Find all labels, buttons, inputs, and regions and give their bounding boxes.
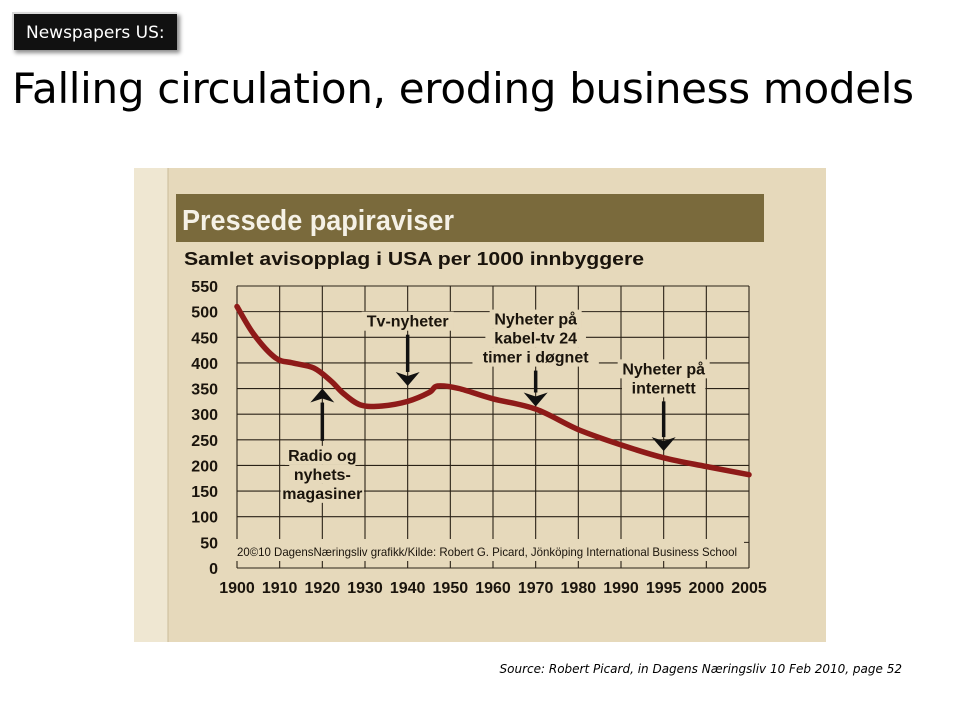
section-tag: Newspapers US: [12,12,177,50]
y-tick-label: 150 [191,484,218,501]
x-tick-label: 1920 [305,580,341,597]
x-tick-label: 1960 [475,580,511,597]
annotation-label: Tv-nyheter [367,314,449,331]
annotation-label-backdrop [280,483,365,503]
x-tick-label: 1995 [646,580,682,597]
annotation-arrow-head [310,388,335,403]
annotation-label: Nyheter på [622,360,705,378]
y-tick-label: 100 [191,510,218,527]
y-tick-label: 550 [191,279,218,296]
chart-credit: 20©10 DagensNæringsliv grafikk/Kilde: Ro… [237,545,737,559]
chart-title: Pressede papiraviser [182,205,454,237]
x-tick-label: 1990 [603,580,639,597]
title-band [176,194,764,242]
annotation: Tv-nyheter [361,311,454,386]
x-tick-label: 1930 [347,580,383,597]
circulation-chart: Pressede papiraviser Samlet avisopplag i… [134,168,826,642]
annotation-label: magasiner [282,486,362,503]
circulation-line [234,303,752,478]
annotation-label-backdrop [289,464,356,484]
x-tick-label: 1950 [433,580,469,597]
annotation-arrow-head [523,392,548,407]
source-note: Source: Robert Picard, in Dagens Nærings… [499,662,902,676]
chart-subtitle: Samlet avisopplag i USA per 1000 innbygg… [184,249,644,269]
paper-background [134,168,826,642]
annotation-arrow-head [395,371,420,386]
x-tick-label: 2005 [731,580,767,597]
y-tick-label: 0 [209,561,218,578]
annotation-label-backdrop [617,359,710,379]
credit-backdrop [234,539,744,561]
annotation-label-backdrop [485,328,586,348]
y-tick-label: 500 [191,305,218,322]
annotation-label: Radio og [288,448,356,465]
paper-left-margin [134,168,168,642]
annotation-label: Nyheter på [494,311,577,329]
annotation-label-backdrop [489,309,582,329]
annotation-arrow-head [651,437,676,452]
x-tick-label: 1910 [262,580,298,597]
y-tick-label: 250 [191,433,218,450]
annotation-label: nyhets- [294,467,351,484]
x-axis-ticks: 1900 1910 1920 1930 1940 1950 1960 1970 1980 1990… [219,580,767,597]
y-tick-label: 400 [191,356,218,373]
annotation-label-backdrop [472,347,599,367]
y-tick-label: 300 [191,407,218,424]
annotation: Nyheter på internett [617,359,710,452]
x-tick-label: 1940 [390,580,426,597]
annotation-label: timer i døgnet [483,350,589,367]
y-tick-label: 50 [200,535,218,552]
annotations: Radio og nyhets-magasiner Tv-nyheter Nyhete… [280,309,710,503]
y-tick-label: 350 [191,382,218,399]
annotation-label-backdrop [621,378,706,398]
newspaper-clipping: Pressede papiraviser Samlet avisopplag i… [134,168,826,642]
y-tick-label: 200 [191,458,218,475]
annotation-label: internett [632,380,697,397]
x-tick-label: 2000 [689,580,725,597]
annotation-label-backdrop [361,311,454,331]
slide-title: Falling circulation, eroding business mo… [12,64,914,113]
annotation-label: kabel-tv 24 [494,331,577,348]
annotation: Radio og nyhets-magasiner [280,388,365,503]
x-tick-label: 1970 [518,580,554,597]
series-lines [234,303,752,478]
x-tick-label: 1980 [561,580,597,597]
annotation: Nyheter på kabel-tv 24 timer i døgnet [472,309,599,407]
y-tick-label: 450 [191,330,218,347]
annotation-label-backdrop [284,445,360,465]
x-tick-label: 1900 [219,580,255,597]
